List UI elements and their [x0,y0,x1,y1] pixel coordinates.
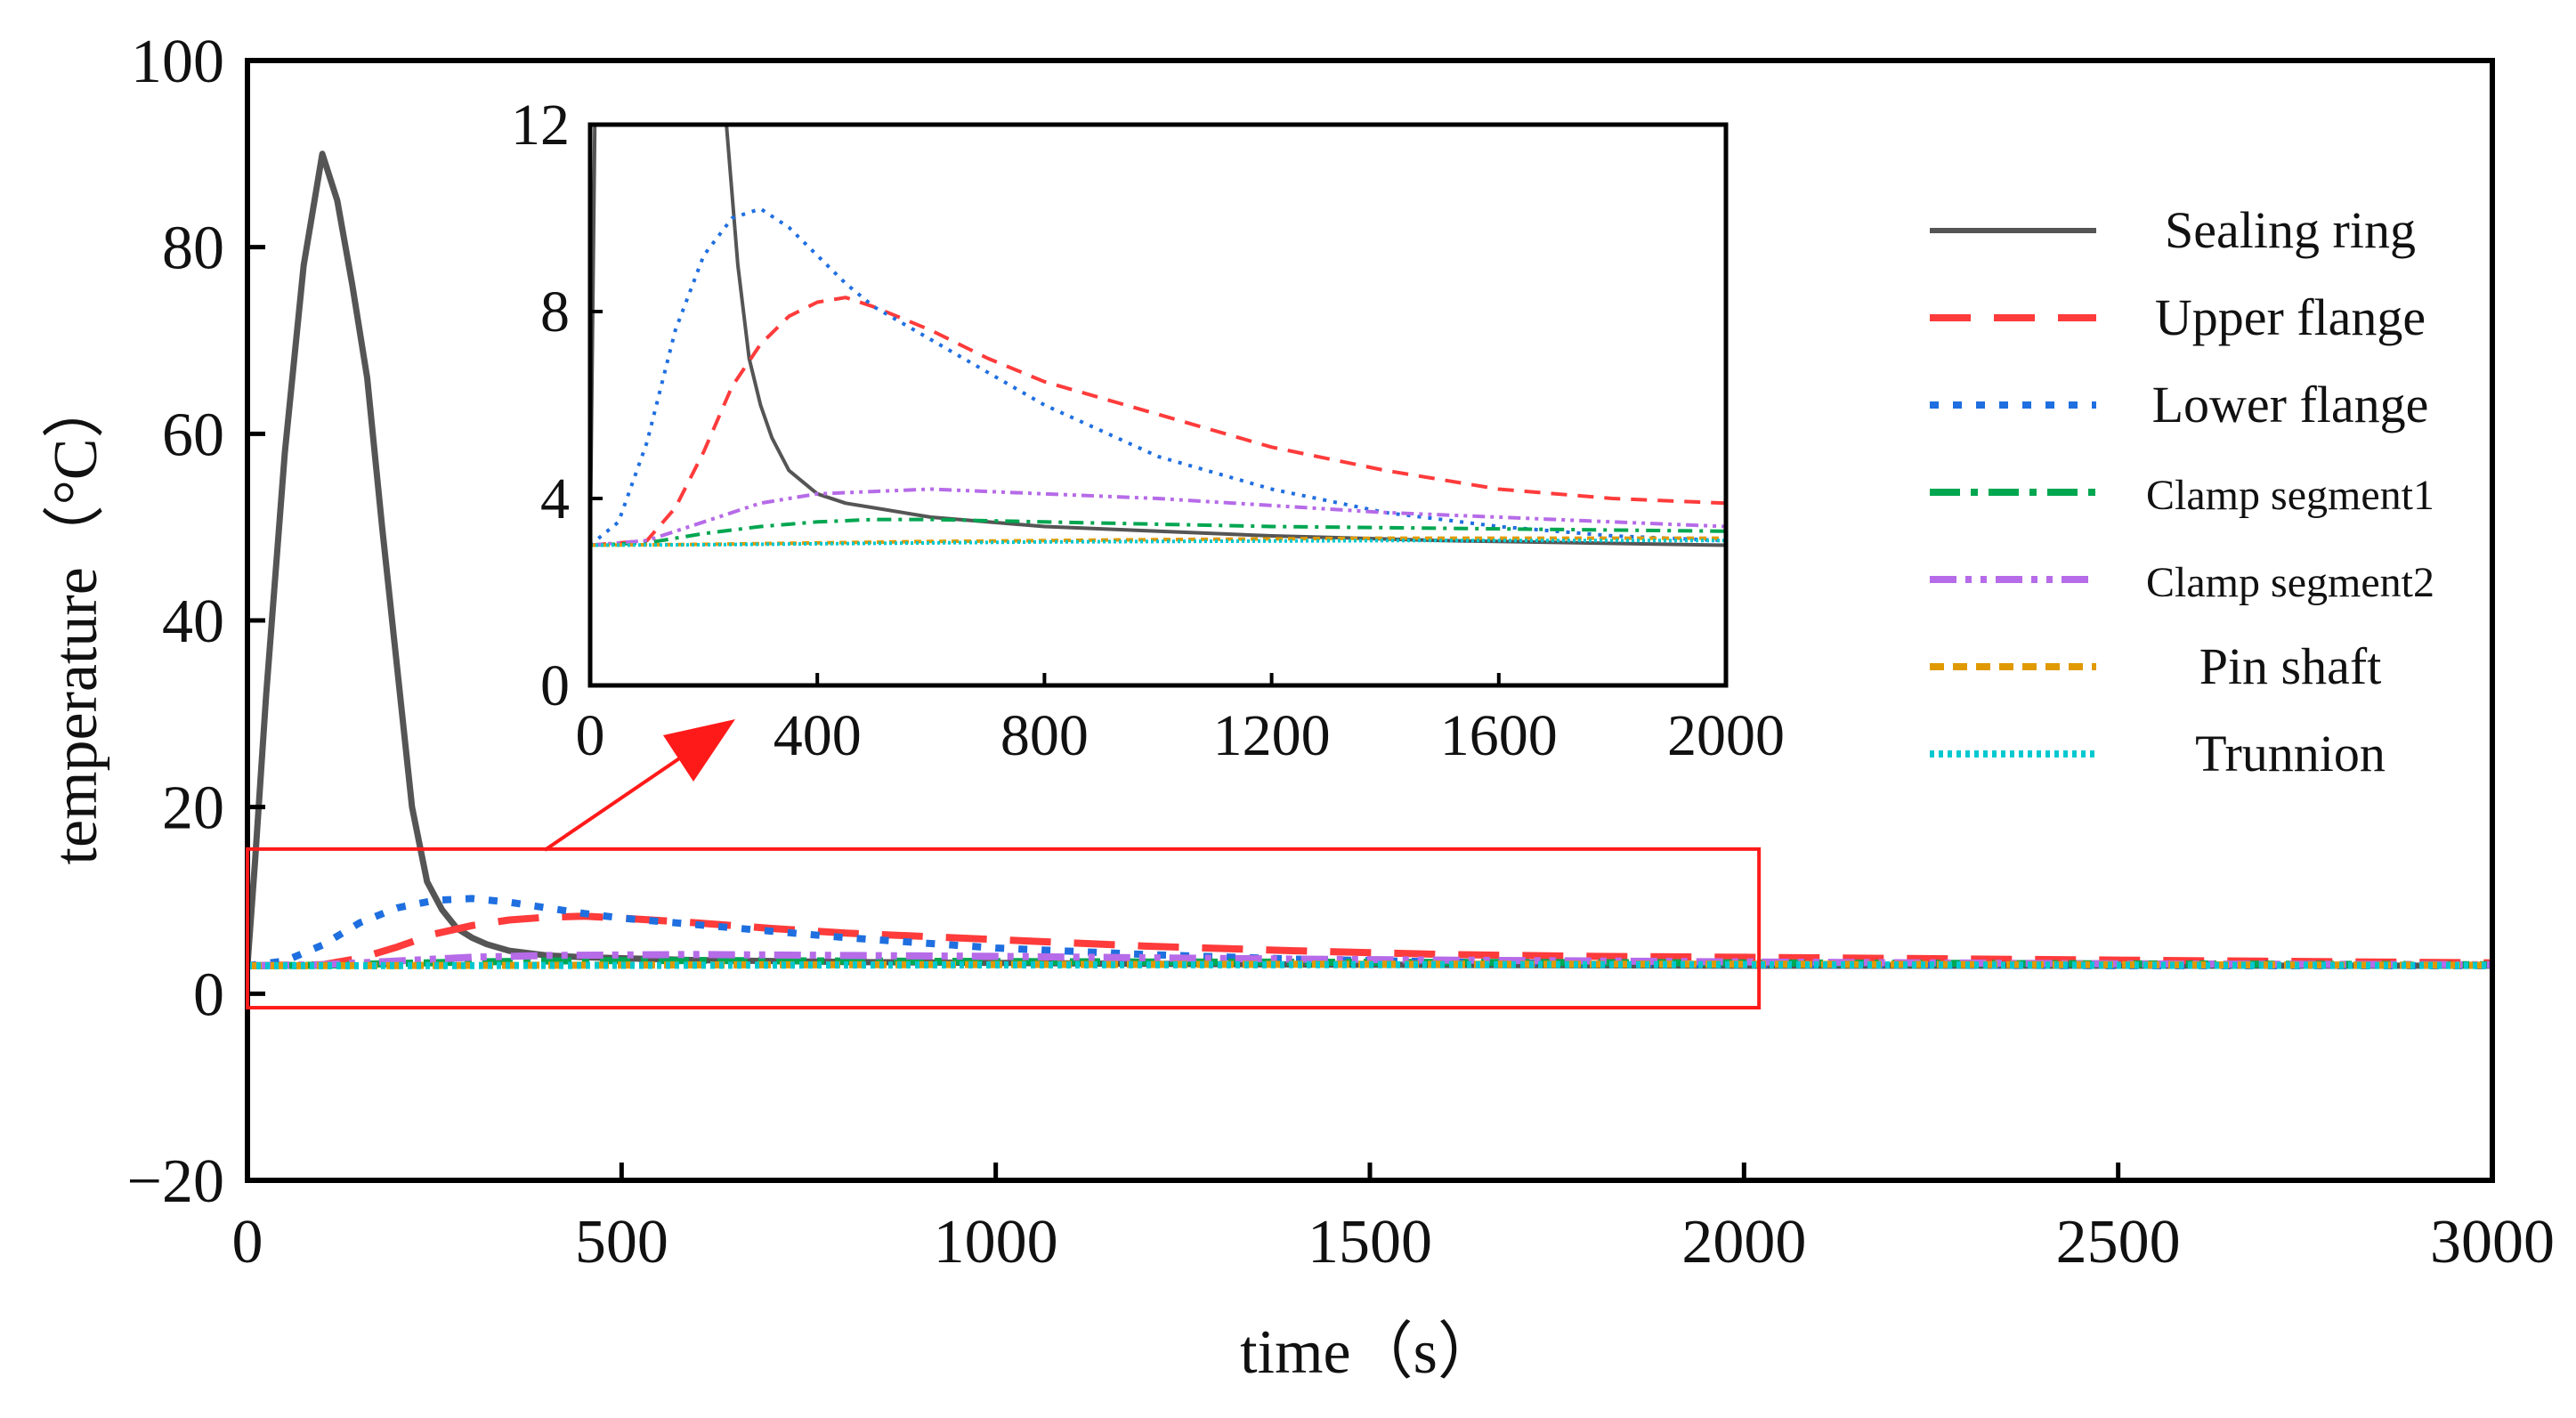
main-x-tick-label: 1500 [1308,1208,1432,1276]
legend-label-upper-flange: Upper flange [2155,288,2426,346]
inset-series-clamp-segment2 [590,487,1726,547]
inset-axis-ticks: 0 400 800 1200 1600 2000 0 4 8 12 [511,93,1785,768]
main-x-tick-label: 2500 [2056,1208,2181,1276]
inset-x-tick-label: 1200 [1213,703,1331,768]
legend-label-trunnion: Trunnion [2195,725,2386,782]
inset-background [590,125,1726,685]
legend-label-pin-shaft: Pin shaft [2199,637,2382,695]
main-x-tick-label: 3000 [2430,1208,2555,1276]
zoom-region-box [246,847,1762,1010]
main-y-tick-label: 0 [193,960,224,1029]
main-y-tick-label: 80 [162,215,224,283]
inset-x-tick-label: 2000 [1667,703,1785,768]
main-series-pin-shaft [247,960,2492,969]
main-x-tick-label: 0 [232,1208,263,1276]
legend-label-sealing-ring: Sealing ring [2165,201,2416,259]
main-y-tick-label: 100 [131,28,224,96]
inset-y-tick-label: 8 [540,280,570,344]
inset-series-group [590,125,1726,547]
legend-label-clamp-segment2: Clamp segment2 [2146,559,2434,606]
main-y-tick-label: 60 [162,401,224,469]
inset-series-sealing-ring [590,125,1726,547]
zoom-arrow-line [543,750,692,852]
x-axis-title: time（s） [1240,1318,1500,1387]
inset-x-tick-label: 1600 [1440,703,1558,768]
inset-series-clamp-segment1 [590,517,1726,547]
y-axis-title: temperature（°C） [42,377,110,865]
zoom-arrow-head [663,719,735,782]
inset-series-upper-flange [590,296,1726,547]
inset-plot-frame [587,122,1729,688]
legend-label-clamp-segment1: Clamp segment1 [2146,472,2434,519]
inset-y-tick-label: 0 [540,653,570,718]
main-x-tick-label: 1000 [934,1208,1058,1276]
legend-label-lower-flange: Lower flange [2152,376,2429,434]
inset-x-tick-label: 400 [774,703,862,768]
inset-series-pin-shaft [590,536,1726,547]
inset-y-tick-label: 12 [511,93,570,158]
main-y-tick-label: −20 [127,1147,224,1216]
main-series-lower-flange [247,895,2492,969]
legend: Sealing ring Upper flange Lower flange Clam… [1930,201,2434,782]
main-y-tick-label: 20 [162,774,224,843]
inset-y-tick-label: 4 [540,466,570,531]
inset-x-tick-label: 800 [1000,703,1089,768]
main-series-trunnion [247,960,2492,969]
main-series-group [247,150,2492,969]
main-y-tick-label: 40 [162,587,224,656]
inset-x-tick-label: 0 [576,703,605,768]
main-x-tick-label: 500 [575,1208,668,1276]
main-x-tick-label: 2000 [1681,1208,1806,1276]
